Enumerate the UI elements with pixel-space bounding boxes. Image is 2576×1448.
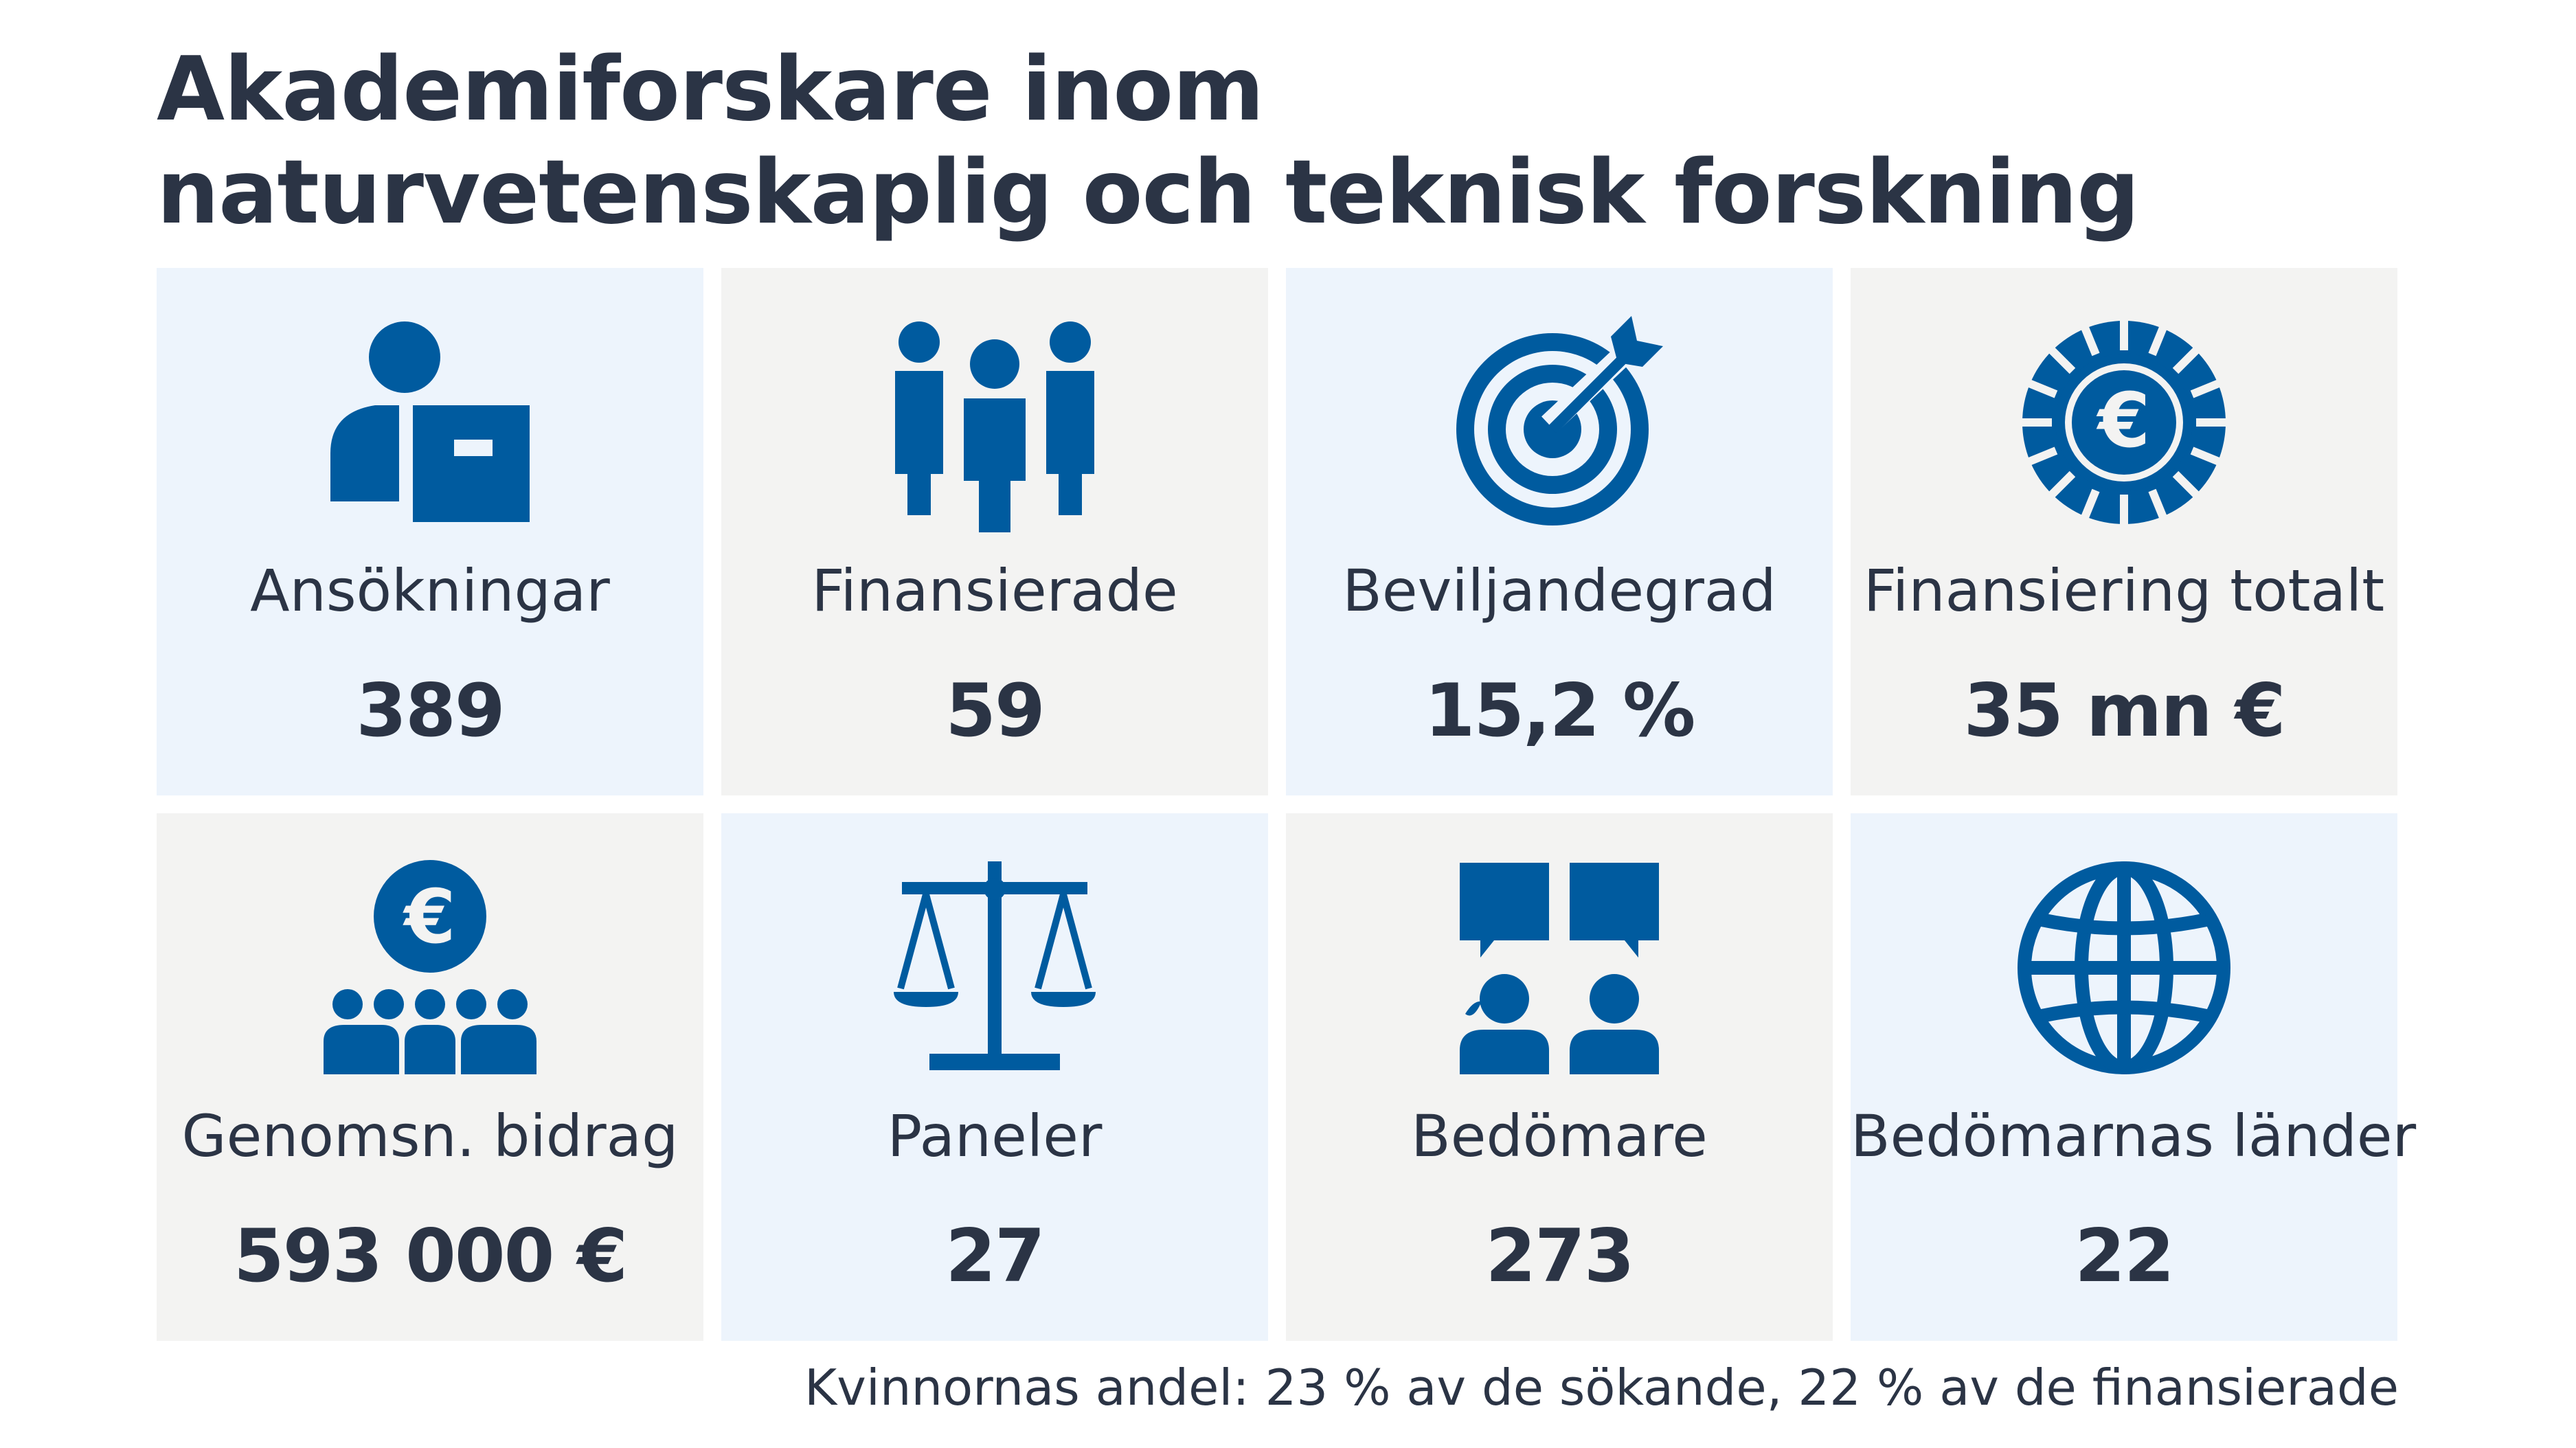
tile-value: 59 [945, 668, 1046, 753]
page-title: Akademiforskare inom naturvetenskaplig o… [157, 38, 2140, 245]
tile-label: Beviljandegrad [1342, 557, 1776, 624]
tile-funded: Finansierade 59 [721, 268, 1268, 795]
tile-reviewer-countries: Bedömarnas länder 22 [1851, 813, 2417, 1341]
target-icon [1446, 309, 1673, 536]
tile-label: Genomsn. bidrag [181, 1102, 679, 1170]
tile-panels: Paneler 27 [721, 813, 1268, 1341]
tile-total-funding: € Finansiering totalt 35 mn € [1851, 268, 2397, 795]
footer-applicants-text: av de sökande, [1390, 1359, 1798, 1416]
tile-reviewers: Bedömare 273 [1286, 813, 1833, 1341]
tile-label: Bedömare [1411, 1102, 1708, 1170]
tile-approval-rate: Beviljandegrad 15,2 % [1286, 268, 1833, 795]
reviewers-icon [1446, 855, 1673, 1081]
tile-value: 273 [1485, 1214, 1634, 1298]
tile-applications: Ansökningar 389 [157, 268, 703, 795]
funded-share: 22 % [1798, 1359, 1924, 1416]
tile-average-grant: € Genomsn. bidrag 593 000 € [157, 813, 703, 1341]
people-group-icon [881, 309, 1108, 536]
tile-label: Finansierade [811, 557, 1178, 624]
footer-funded-text: av de finansierade [1923, 1359, 2399, 1416]
tile-value: 593 000 € [233, 1214, 628, 1298]
tile-label: Finansiering totalt [1863, 557, 2385, 624]
tile-value: 22 [2075, 1214, 2175, 1298]
tile-value: 35 mn € [1963, 668, 2286, 753]
tile-label: Bedömarnas länder [1851, 1102, 2417, 1170]
globe-icon [2011, 855, 2237, 1081]
title-line-2: naturvetenskaplig och teknisk forskning [157, 142, 2140, 244]
footer-note: Kvinnornas andel: 23 % av de sökande, 22… [804, 1353, 2399, 1422]
euro-coin-icon: € [2011, 309, 2237, 536]
tile-value: 389 [356, 668, 505, 753]
applicants-share: 23 % [1265, 1359, 1391, 1416]
svg-text:€: € [402, 874, 455, 960]
footer-prefix: Kvinnornas andel: [804, 1359, 1265, 1416]
euro-people-icon: € [317, 855, 543, 1081]
statistics-grid: Ansökningar 389 Finansierade 59 [157, 268, 2417, 1341]
tile-label: Paneler [887, 1102, 1103, 1170]
title-line-1: Akademiforskare inom [157, 38, 1264, 141]
tile-label: Ansökningar [250, 557, 610, 624]
tile-value: 15,2 % [1424, 668, 1696, 753]
tile-value: 27 [945, 1214, 1046, 1298]
applicant-icon [317, 309, 543, 536]
svg-text:€: € [2096, 376, 2151, 464]
scales-icon [881, 855, 1108, 1081]
